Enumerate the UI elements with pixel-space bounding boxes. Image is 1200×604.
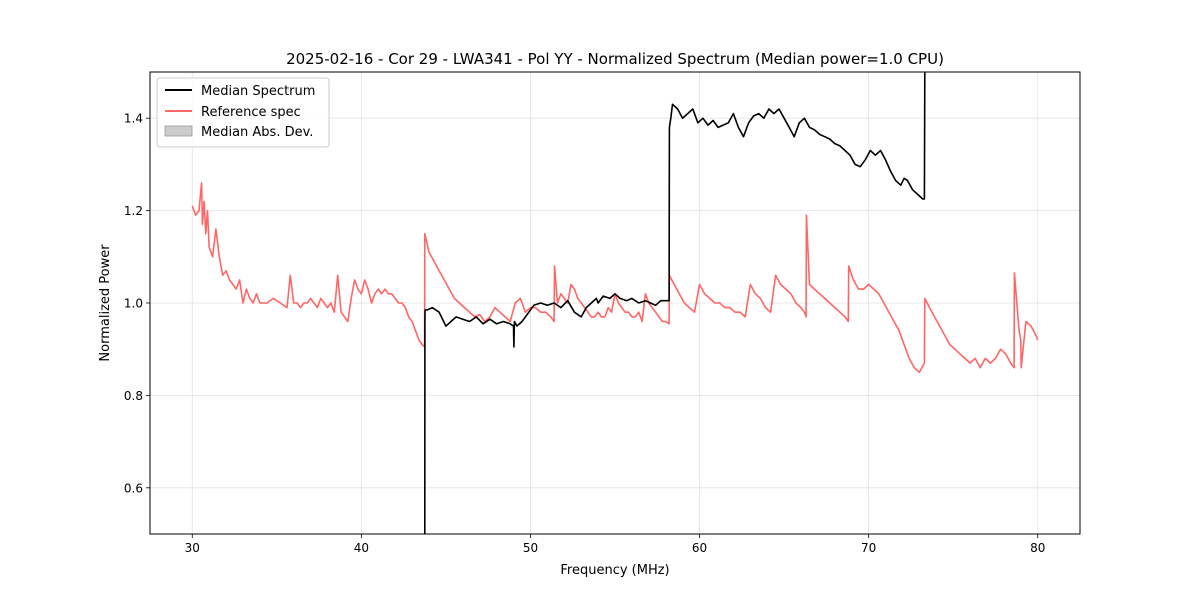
median-spectrum-line xyxy=(423,72,926,534)
y-tick-label: 0.6 xyxy=(124,481,143,495)
y-tick-label: 0.8 xyxy=(124,389,143,403)
x-axis-label: Frequency (MHz) xyxy=(560,563,669,578)
x-tick-label: 50 xyxy=(523,541,538,555)
legend: Median Spectrum Reference spec Median Ab… xyxy=(156,77,330,148)
reference-spec-line xyxy=(191,182,1039,374)
series-layer xyxy=(191,72,1039,534)
legend-label-median-abs-dev: Median Abs. Dev. xyxy=(201,125,313,140)
x-tick-label: 40 xyxy=(354,541,369,555)
x-tick-label: 70 xyxy=(861,541,876,555)
axis-ticks: 30 40 50 60 70 80 0.6 0.8 1.0 1.2 1.4 xyxy=(124,112,1045,555)
legend-label-reference-spec: Reference spec xyxy=(201,105,301,120)
y-axis-label: Normalized Power xyxy=(98,244,113,362)
y-tick-label: 1.0 xyxy=(124,297,143,311)
x-tick-label: 60 xyxy=(692,541,707,555)
x-tick-label: 30 xyxy=(185,541,200,555)
x-tick-label: 80 xyxy=(1030,541,1045,555)
legend-label-median-spectrum: Median Spectrum xyxy=(201,84,315,99)
legend-swatch-median-abs-dev xyxy=(164,125,193,137)
y-tick-label: 1.2 xyxy=(124,204,143,218)
legend-box xyxy=(156,77,330,148)
y-tick-label: 1.4 xyxy=(124,112,143,126)
chart-title: 2025-02-16 - Cor 29 - LWA341 - Pol YY - … xyxy=(286,50,944,68)
